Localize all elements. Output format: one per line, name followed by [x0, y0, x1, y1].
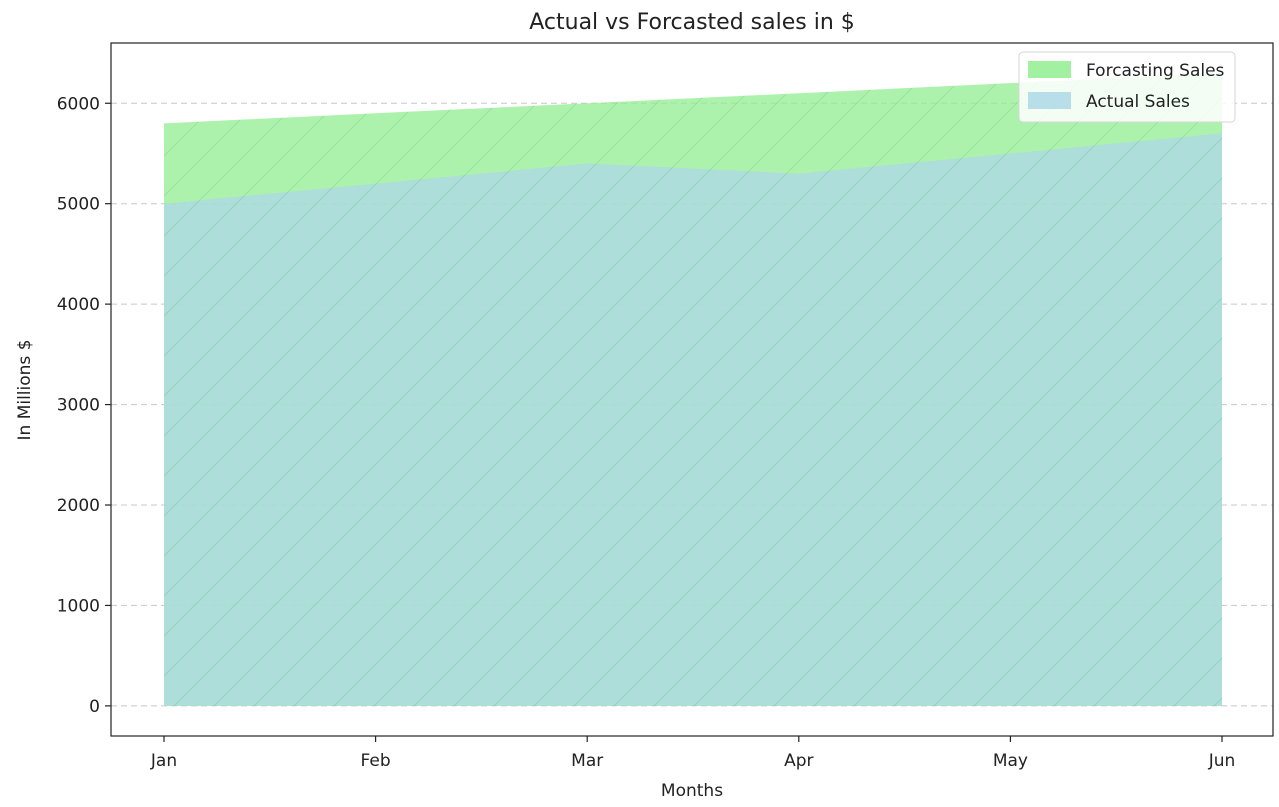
legend-swatch: [1028, 61, 1071, 78]
legend-swatch: [1028, 92, 1071, 109]
y-tick-label: 2000: [57, 496, 100, 516]
hatch-actual-sales: [164, 133, 1222, 706]
legend: Forcasting Sales Actual Sales: [1018, 51, 1236, 123]
x-tick-label: May: [993, 751, 1028, 771]
legend-box: [1018, 51, 1236, 123]
x-tick-label: Apr: [784, 751, 813, 771]
y-tick-label: 1000: [57, 596, 100, 616]
x-axis: Jan Feb Mar Apr May Jun: [150, 736, 1235, 771]
legend-label: Actual Sales: [1086, 92, 1190, 112]
y-tick-label: 4000: [57, 295, 100, 315]
y-tick-label: 6000: [57, 94, 100, 114]
x-tick-label: Mar: [571, 751, 603, 771]
area-layer: [164, 73, 1222, 706]
legend-label: Forcasting Sales: [1086, 61, 1225, 81]
x-tick-label: Feb: [361, 751, 391, 771]
y-tick-label: 5000: [57, 195, 100, 215]
y-axis: 0 1000 2000 3000 4000 5000 6000: [57, 94, 111, 717]
chart-title: Actual vs Forcasted sales in $: [529, 10, 855, 35]
plot-frame: [110, 42, 1274, 737]
y-axis-label: In Millions $: [15, 339, 35, 440]
y-tick-label: 0: [89, 697, 100, 717]
x-tick-label: Jan: [150, 751, 177, 771]
x-axis-label: Months: [661, 781, 723, 801]
x-tick-label: Jun: [1208, 751, 1236, 771]
y-tick-label: 3000: [57, 396, 100, 416]
